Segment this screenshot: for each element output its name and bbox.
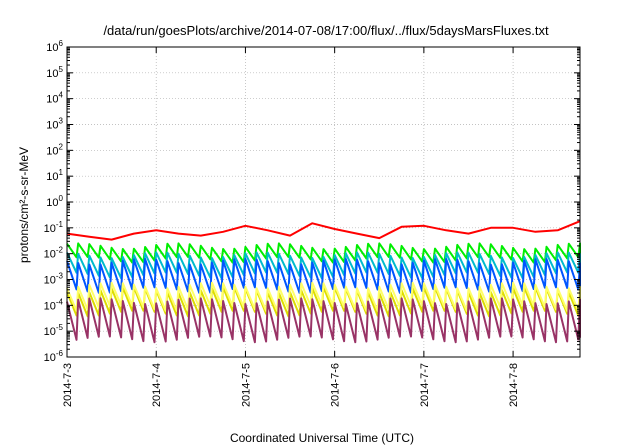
x-tick-label: 2014-7-3 (62, 363, 74, 407)
chart-title: /data/run/goesPlots/archive/2014-07-08/1… (103, 23, 549, 38)
y-tick-label: 104 (46, 91, 63, 106)
y-tick-label: 10-3 (44, 272, 64, 287)
y-tick-label: 106 (46, 39, 63, 54)
x-tick-label: 2014-7-6 (330, 363, 342, 407)
x-tick-label: 2014-7-7 (419, 363, 431, 407)
x-tick-label: 2014-7-4 (151, 363, 163, 407)
y-tick-label: 10-2 (44, 246, 64, 261)
series-line-6 (66, 281, 581, 312)
series-line-1 (66, 220, 581, 241)
y-tick-label: 10-5 (44, 323, 64, 338)
series-line-7 (66, 297, 581, 344)
y-tick-label: 101 (46, 168, 63, 183)
y-tick-label: 100 (46, 194, 63, 209)
y-tick-label: 10-1 (44, 220, 64, 235)
x-tick-label: 2014-7-8 (508, 363, 520, 407)
y-tick-label: 103 (46, 117, 63, 132)
x-tick-label: 2014-7-5 (240, 363, 252, 407)
y-tick-label: 102 (46, 142, 63, 157)
y-tick-label: 105 (46, 65, 63, 80)
x-axis-ticks: 2014-7-3 2014-7-4 2014-7-5 2014-7-6 2014-7-7… (62, 47, 520, 407)
x-axis-label: Coordinated Universal Time (UTC) (230, 431, 414, 445)
y-axis-ticks: 10-6 10-5 10-4 10-3 10-2 10-1 100 101 102 103 104 1… (44, 39, 580, 364)
series-group (66, 220, 581, 344)
y-axis-label: protons/cm²-s-sr-MeV (17, 147, 31, 263)
y-tick-label: 10-4 (44, 297, 64, 312)
series-line-4 (66, 257, 581, 294)
y-tick-label: 10-6 (44, 349, 64, 364)
